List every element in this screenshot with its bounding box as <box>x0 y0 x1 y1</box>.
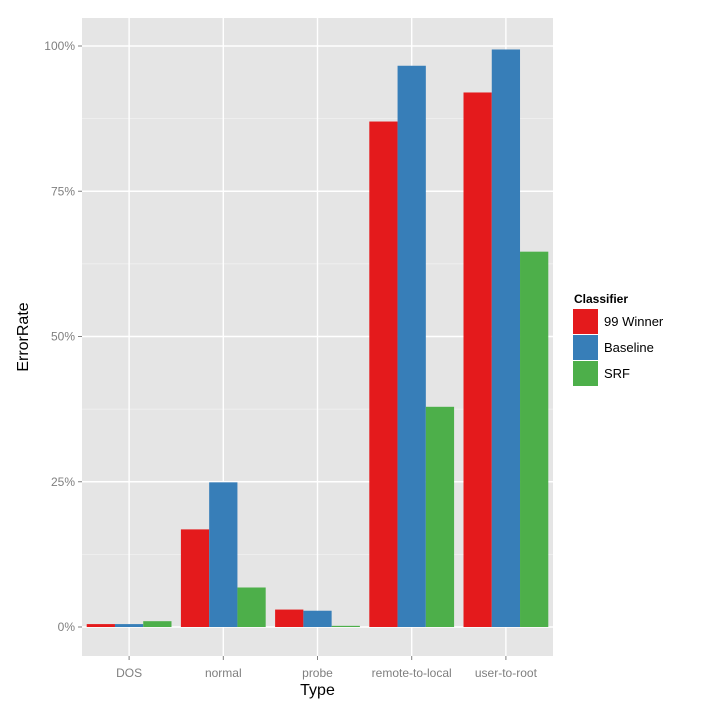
bar <box>331 625 360 627</box>
legend-title: Classifier <box>574 292 628 306</box>
bar <box>180 529 210 627</box>
x-tick-label: normal <box>205 666 242 680</box>
y-tick-label: 0% <box>58 620 76 634</box>
bar <box>114 624 144 627</box>
y-axis-title: ErrorRate <box>15 302 32 371</box>
bar <box>275 609 304 627</box>
legend-key <box>573 361 598 386</box>
x-axis-title: Type <box>300 682 335 699</box>
y-tick-label: 75% <box>51 184 75 198</box>
bar <box>520 251 549 627</box>
legend-key <box>573 335 598 360</box>
bar <box>303 610 332 627</box>
bar <box>143 621 172 627</box>
legend-label: 99 Winner <box>604 314 664 329</box>
x-tick-label: probe <box>302 666 333 680</box>
bar <box>209 482 238 627</box>
x-axis-ticks: DOS normal probe remote-to-local user-to-roo… <box>116 656 538 680</box>
y-tick-label: 100% <box>44 39 75 53</box>
y-axis-ticks: 0% 25% 50% 75% 100% <box>44 39 82 634</box>
legend-key <box>573 309 598 334</box>
bar <box>397 65 426 627</box>
bar <box>237 587 266 627</box>
bar <box>491 49 521 627</box>
bar <box>369 121 398 627</box>
bars <box>86 49 549 628</box>
legend-label: SRF <box>604 366 630 381</box>
bar <box>425 406 455 627</box>
bar <box>463 92 492 628</box>
x-tick-label: remote-to-local <box>372 666 452 680</box>
y-tick-label: 50% <box>51 330 75 344</box>
x-tick-label: DOS <box>116 666 142 680</box>
x-tick-label: user-to-root <box>475 666 538 680</box>
legend-label: Baseline <box>604 340 654 355</box>
bar <box>86 624 115 627</box>
y-tick-label: 25% <box>51 475 75 489</box>
legend: Classifier 99 Winner Baseline SRF <box>573 292 664 386</box>
